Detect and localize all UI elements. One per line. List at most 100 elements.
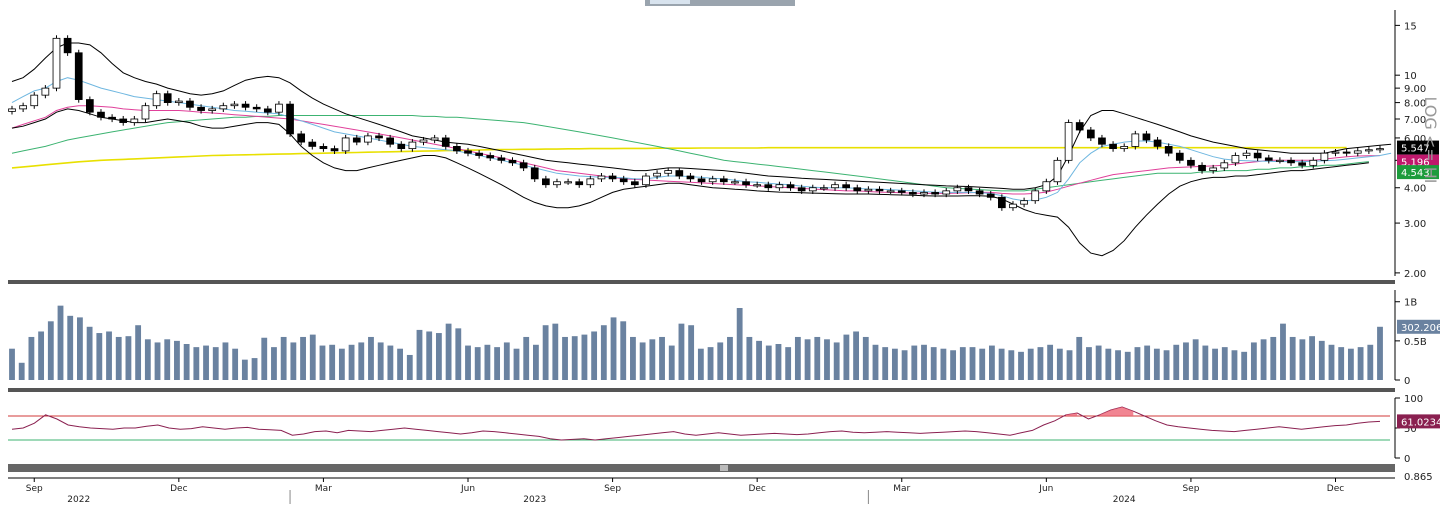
volume-tick-label: 0	[1404, 376, 1410, 387]
volume-bar	[707, 347, 714, 380]
volume-bar	[891, 348, 898, 380]
volume-bar	[746, 336, 753, 380]
candle	[1142, 133, 1151, 141]
candle	[1298, 162, 1306, 166]
candle	[1120, 146, 1129, 150]
volume-bar	[271, 347, 277, 380]
candle	[208, 108, 217, 111]
candle	[163, 93, 172, 103]
month-label: Mar	[893, 484, 910, 494]
volume-bar	[591, 331, 598, 380]
candle	[364, 135, 372, 143]
volume-tick-label: 0.5B	[1404, 337, 1427, 348]
bottom-axis-value: 0.865	[1404, 472, 1433, 483]
candle	[697, 178, 706, 183]
volume-bar	[77, 317, 83, 380]
price-tick-label: 3.00	[1404, 219, 1426, 230]
volume-bar	[1221, 347, 1228, 380]
volume-bar	[1192, 339, 1199, 380]
volume-bar	[465, 345, 471, 380]
volume-bar	[1280, 323, 1286, 380]
price-tick-label: 7.00	[1404, 115, 1426, 126]
candle	[597, 175, 606, 180]
volume-bar	[523, 336, 530, 380]
volume-bar	[115, 336, 122, 380]
candle	[808, 187, 817, 192]
top-scroll-handle[interactable]	[645, 0, 795, 6]
candle	[453, 146, 461, 152]
candle	[1164, 146, 1173, 154]
month-label: Sep	[26, 484, 43, 494]
price-tick-label: 9.00	[1404, 84, 1426, 95]
volume-bar	[1124, 351, 1131, 380]
indicator-line	[11, 108, 1369, 257]
volume-bar	[435, 333, 442, 380]
year-label: 2023	[523, 495, 546, 505]
candle	[97, 111, 105, 118]
rsi-line	[11, 406, 1381, 441]
volume-bar	[406, 354, 413, 380]
volume-panel: 1B 0.5B 0 302.2069	[9, 290, 1440, 387]
volume-bar	[697, 348, 704, 380]
volume-bar	[979, 348, 986, 380]
candle	[653, 172, 661, 177]
candle	[1031, 190, 1040, 202]
candle	[942, 190, 951, 195]
volume-bar	[348, 344, 355, 380]
volume-bar	[600, 325, 607, 380]
volume-bar	[368, 336, 374, 380]
year-label: 2024	[1113, 495, 1136, 505]
candle	[1131, 133, 1140, 147]
volume-bar	[882, 347, 889, 380]
month-label: Mar	[315, 484, 332, 494]
price-panel: 15109.008.007.006.005.004.003.002.005.54…	[8, 10, 1439, 280]
candle	[708, 178, 717, 183]
volume-bar	[862, 336, 869, 380]
candle	[630, 181, 639, 186]
candle	[920, 192, 928, 195]
candle	[286, 103, 294, 135]
volume-bar	[1095, 345, 1102, 380]
volume-bar	[1027, 348, 1034, 380]
volume-bar	[1328, 344, 1335, 380]
candle	[252, 106, 261, 110]
candle	[831, 184, 839, 189]
candle	[675, 170, 684, 177]
volume-bar	[86, 326, 93, 380]
volume-bar	[474, 347, 481, 380]
candle	[497, 157, 506, 161]
candle	[1264, 157, 1273, 161]
volume-value-tag-text: 302.2069	[1401, 323, 1440, 334]
volume-bar	[183, 344, 190, 380]
candle	[419, 139, 428, 143]
candle	[30, 94, 39, 107]
volume-bar	[261, 337, 268, 380]
candle	[619, 178, 628, 183]
timeline-scroll-bar[interactable]	[8, 464, 1395, 472]
candle	[998, 196, 1006, 209]
candle	[1220, 162, 1229, 169]
candle	[742, 181, 750, 186]
volume-bar	[678, 323, 685, 380]
volume-bar	[998, 348, 1005, 380]
volume-bar	[785, 347, 792, 380]
volume-bar	[824, 339, 830, 380]
candle	[319, 146, 328, 150]
volume-bar	[581, 334, 588, 380]
candle	[1287, 159, 1295, 164]
candle	[108, 116, 116, 120]
rsi-panel: 100 50 0 61.0234	[8, 394, 1440, 465]
candle	[519, 162, 528, 169]
time-axis: SepDecMarJunSepDecMarJunSepDecMarJunSepD…	[8, 472, 1433, 505]
month-label: Sep	[604, 484, 621, 494]
price-tick-label: 4.00	[1404, 184, 1426, 195]
volume-bar	[1347, 348, 1354, 380]
month-label: Dec	[748, 484, 765, 494]
candle	[686, 175, 695, 180]
volume-bar	[1066, 350, 1073, 380]
volume-bar	[241, 359, 248, 380]
volume-bar	[620, 321, 627, 380]
volume-bar	[1260, 339, 1267, 380]
volume-bar	[814, 336, 821, 380]
price-axis-title: LOG <= HI	[1421, 96, 1440, 183]
